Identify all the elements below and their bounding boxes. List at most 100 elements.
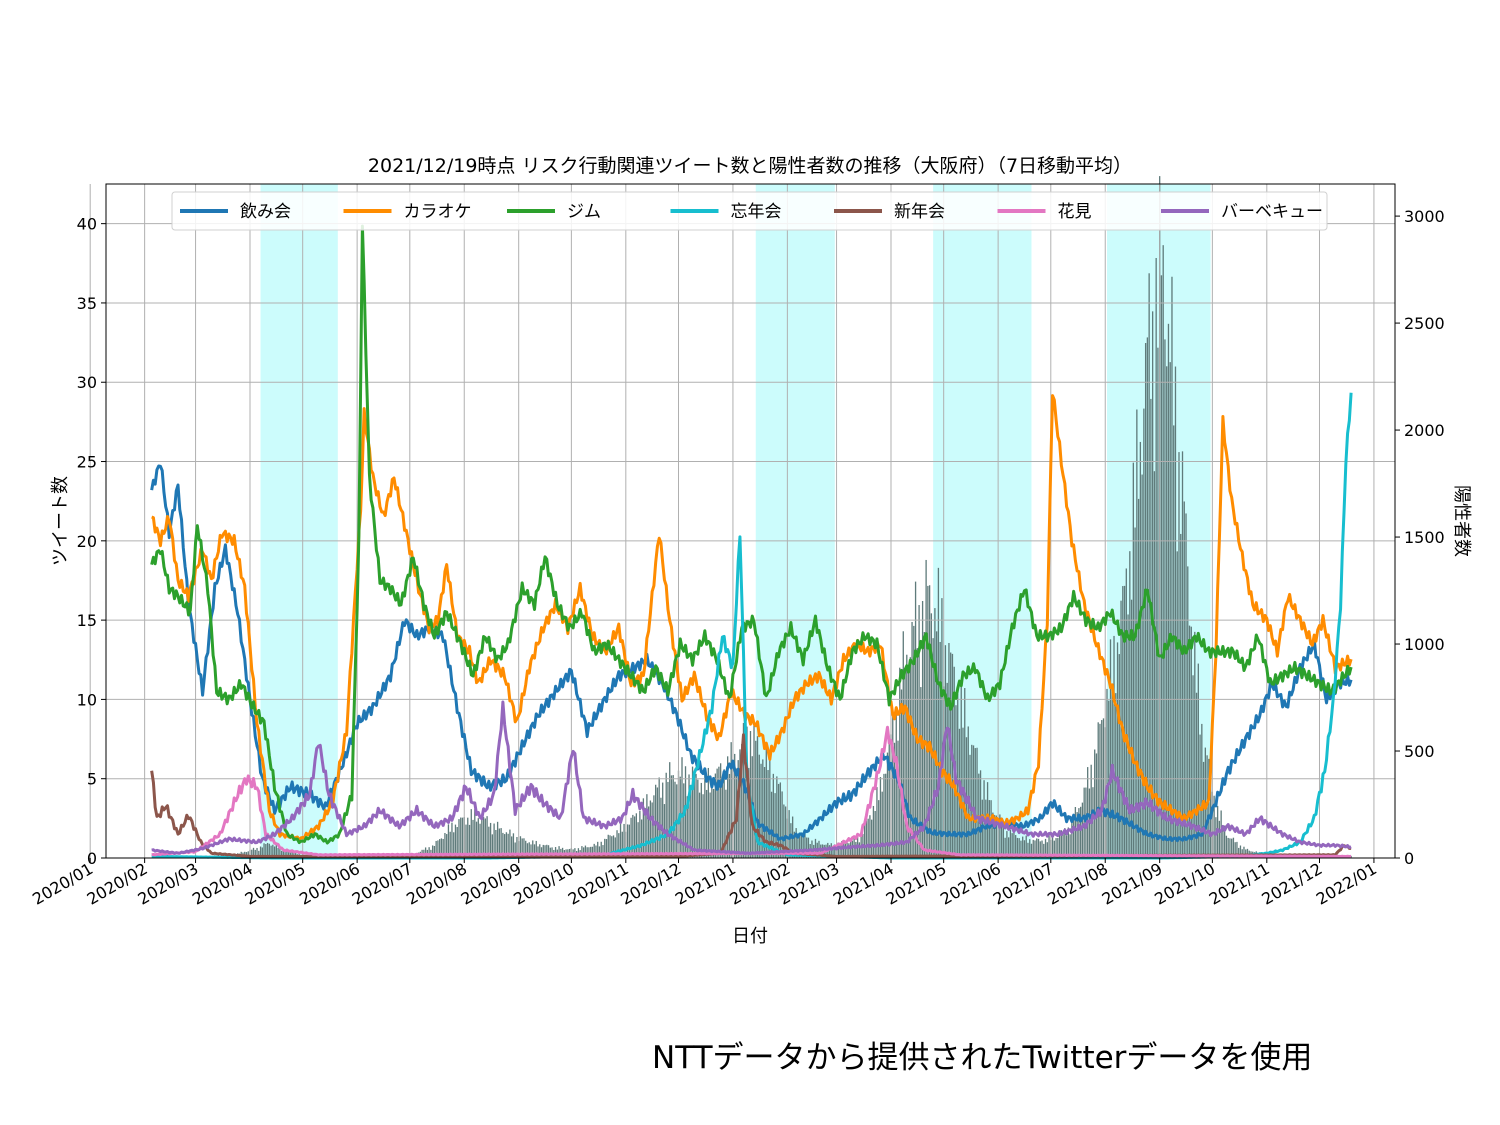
positives-bar — [1099, 723, 1101, 858]
positives-bar — [851, 840, 854, 858]
positives-bar — [284, 851, 286, 858]
positives-bar — [695, 773, 697, 858]
positives-bar — [621, 831, 623, 858]
positives-bar — [523, 838, 525, 858]
positives-bar — [781, 791, 783, 858]
positives-bar — [1223, 825, 1226, 858]
positives-bar — [435, 840, 437, 858]
x-tick-label: 2020/12 — [617, 859, 684, 909]
positives-bar — [1106, 688, 1108, 858]
positives-bar — [1053, 840, 1055, 858]
positives-bar — [858, 842, 861, 858]
positives-bar — [623, 823, 625, 858]
positives-bar — [879, 777, 882, 858]
positives-bar — [1057, 838, 1059, 858]
positives-bar — [1225, 835, 1228, 858]
positives-bar — [1097, 722, 1099, 858]
positives-bar — [1190, 626, 1192, 858]
positives-bar — [1101, 720, 1103, 858]
positives-bar — [1034, 840, 1036, 858]
positives-bar — [725, 789, 727, 858]
positives-bar — [672, 775, 674, 858]
positives-bar — [1234, 842, 1236, 858]
positives-bar — [279, 846, 281, 858]
positives-bar — [273, 846, 276, 858]
positives-bar — [1041, 840, 1043, 858]
positives-bar — [807, 837, 810, 858]
y-tick-label: 40 — [77, 215, 97, 234]
positives-bar — [1171, 276, 1173, 858]
positives-bar — [477, 818, 479, 858]
positives-bar — [744, 746, 746, 858]
positives-bar — [1015, 835, 1017, 858]
positives-bar — [1162, 245, 1164, 858]
positives-bar — [251, 849, 253, 858]
positives-bar — [883, 773, 885, 858]
positives-bar — [916, 648, 918, 858]
positives-bar — [275, 844, 278, 858]
positives-bar — [611, 836, 613, 858]
positives-bar — [607, 834, 609, 858]
positives-bar — [644, 807, 646, 858]
x-tick-label: 2022/01 — [1313, 859, 1380, 909]
positives-bar — [674, 781, 676, 858]
positives-bar — [282, 849, 285, 858]
positives-bar — [765, 746, 767, 858]
positives-bar — [1125, 568, 1127, 858]
positives-bar — [484, 818, 486, 858]
x-tick-label: 2021/12 — [1258, 859, 1325, 909]
positives-bar — [1030, 843, 1033, 858]
positives-bar — [872, 805, 875, 858]
positives-bar — [842, 842, 845, 858]
positives-bar — [990, 800, 992, 858]
positives-bar — [939, 641, 941, 858]
positives-bar — [1220, 810, 1222, 858]
positives-bar — [1025, 835, 1027, 858]
positives-bar — [616, 830, 618, 858]
positives-bar — [855, 841, 857, 858]
positives-bar — [865, 820, 868, 858]
positives-bar — [934, 608, 936, 858]
positives-bar — [465, 824, 467, 858]
positives-bar — [1238, 847, 1240, 858]
positives-bar — [639, 810, 641, 858]
positives-bar — [1002, 823, 1005, 858]
positives-bar — [1167, 323, 1170, 858]
positives-bar — [440, 838, 443, 858]
positives-bar — [286, 849, 288, 858]
positives-bar — [1178, 452, 1180, 858]
positives-bar — [920, 687, 922, 858]
positives-bar — [1122, 586, 1124, 858]
positives-bar — [261, 847, 263, 858]
positives-bar — [482, 816, 485, 858]
positives-bar — [753, 721, 755, 858]
series-line — [151, 394, 1353, 842]
positives-bar — [602, 845, 604, 858]
positives-bar — [1079, 806, 1082, 858]
y2-tick-label: 1000 — [1404, 635, 1445, 654]
positives-bar — [535, 840, 537, 858]
positives-bar — [1011, 833, 1013, 858]
positives-bar — [1201, 723, 1203, 858]
positives-bar — [802, 832, 804, 858]
positives-bar — [584, 845, 587, 858]
positives-bar — [867, 818, 869, 858]
positives-bar — [670, 775, 673, 858]
positives-bar — [1087, 767, 1089, 858]
positives-bar — [900, 689, 903, 858]
positives-bar — [1108, 700, 1110, 858]
legend-label: ジム — [567, 202, 601, 222]
positives-bar — [649, 800, 652, 858]
positives-bar — [1199, 734, 1201, 858]
positives-bar — [453, 832, 455, 858]
positives-bar — [1231, 838, 1233, 858]
shaded-period — [755, 184, 835, 858]
positives-bar — [999, 814, 1001, 858]
positives-bar — [1176, 551, 1178, 858]
positives-bar — [907, 670, 910, 858]
positives-bar — [760, 763, 762, 858]
positives-bar — [1188, 625, 1191, 858]
positives-bar — [974, 748, 976, 858]
positives-bar — [756, 736, 759, 858]
positives-bar — [1039, 841, 1041, 858]
